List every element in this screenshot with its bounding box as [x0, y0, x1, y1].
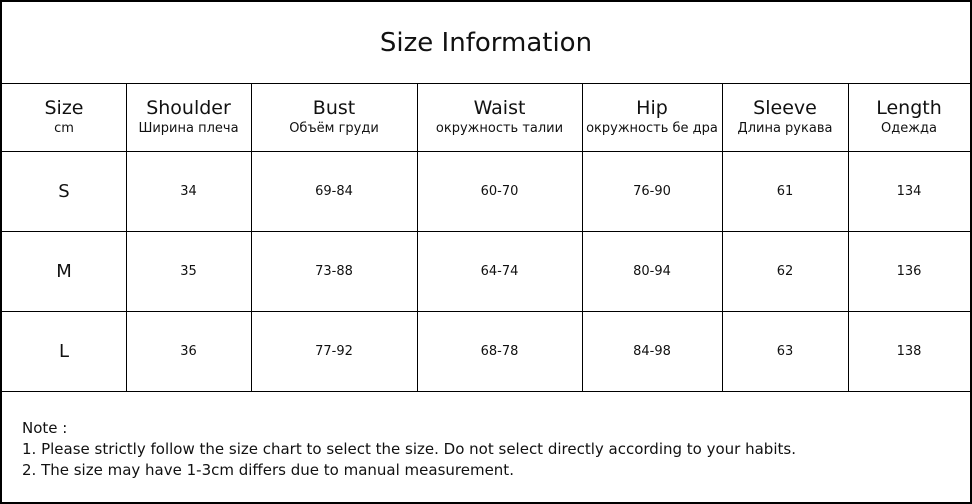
row-border: [2, 391, 970, 392]
header-sub: окружность бе дра: [586, 120, 718, 136]
col-border: [582, 83, 583, 391]
header-sub: Одежда: [881, 120, 937, 136]
value-cell: 64-74: [480, 263, 519, 279]
header-cell: Length Одежда: [848, 84, 970, 151]
header-sub: Ширина плеча: [138, 120, 239, 136]
header-name: Shoulder: [146, 96, 231, 119]
size-label: S: [58, 180, 70, 202]
value-cell: 73-88: [315, 263, 353, 279]
note: Note : 1. Please strictly follow the siz…: [22, 418, 796, 481]
row-border: [2, 231, 970, 232]
value-cell: 76-90: [633, 183, 671, 199]
title: Size Information: [379, 27, 593, 58]
value-cell: 36: [180, 343, 197, 359]
value-cell: 34: [180, 183, 197, 199]
col-border: [722, 83, 723, 391]
value-cell: 68-78: [480, 343, 519, 359]
header-sub: cm: [54, 120, 74, 136]
value-cell: 61: [776, 183, 794, 199]
value-cell: 77-92: [315, 343, 353, 359]
value-cell: 62: [776, 263, 794, 279]
value-cell: 63: [776, 343, 794, 359]
header-name: Hip: [636, 96, 668, 119]
size-label: M: [56, 260, 72, 282]
col-border: [126, 83, 127, 391]
col-border: [848, 83, 849, 391]
header-cell: Bust Объём груди: [251, 84, 417, 151]
header-name: Size: [44, 96, 84, 119]
value-cell: 136: [896, 263, 922, 279]
size-label: L: [58, 340, 70, 362]
value-cell: 80-94: [633, 263, 671, 279]
value-cell: 84-98: [633, 343, 671, 359]
header-name: Waist: [473, 96, 526, 119]
value-cell: 69-84: [315, 183, 353, 199]
header-cell: Shoulder Ширина плеча: [126, 84, 251, 151]
col-border: [417, 83, 418, 391]
value-cell: 138: [896, 343, 922, 359]
header-name: Length: [876, 96, 942, 119]
row-border: [2, 151, 970, 152]
header-sub: окружность талии: [435, 120, 564, 136]
header-sub: Объём груди: [289, 120, 379, 136]
row-border: [2, 311, 970, 312]
note-line: 2. The size may have 1-3cm differs due t…: [22, 461, 514, 479]
value-cell: 35: [180, 263, 197, 279]
row-border: [2, 83, 970, 84]
header-cell: Sleeve Длина рукава: [722, 84, 848, 151]
col-border: [251, 83, 252, 391]
header-cell: Size cm: [2, 84, 126, 151]
header-sub: Длина рукава: [737, 120, 833, 136]
header-cell: Waist окружность талии: [417, 84, 582, 151]
value-cell: 134: [896, 183, 922, 199]
header-name: Bust: [312, 96, 356, 119]
value-cell: 60-70: [480, 183, 519, 199]
note-label: Note :: [22, 419, 68, 437]
header-cell: Hip окружность бе дра: [582, 84, 722, 151]
note-line: 1. Please strictly follow the size chart…: [22, 440, 796, 458]
header-name: Sleeve: [753, 96, 817, 119]
